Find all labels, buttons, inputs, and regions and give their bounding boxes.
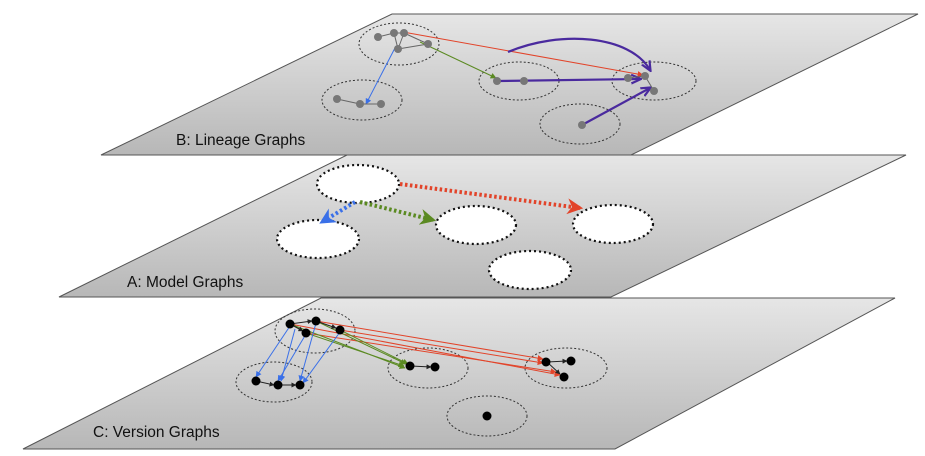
- lineage-node: [578, 121, 586, 129]
- model-nodes: [275, 163, 655, 291]
- plane-label-model: A: Model Graphs: [127, 274, 244, 291]
- version-node: [335, 325, 345, 335]
- lineage-nodes: [333, 29, 658, 129]
- lineage-node: [390, 29, 398, 37]
- lineage-node: [400, 29, 408, 37]
- version-node: [251, 376, 261, 386]
- model-node: [434, 204, 518, 246]
- version-edge-blue: [255, 325, 291, 378]
- version-edge-green: [339, 329, 409, 365]
- lineage-node: [493, 77, 501, 85]
- version-edges-blue: [255, 322, 341, 384]
- plane-lineage-graphs: B: Lineage Graphs: [100, 13, 919, 156]
- version-edge-blue: [298, 322, 317, 382]
- lineage-group: [358, 22, 440, 66]
- lineage-edge-green: [419, 41, 497, 79]
- version-node: [273, 380, 283, 390]
- version-group: [524, 347, 608, 389]
- version-group: [235, 361, 313, 403]
- version-edges-red: [289, 320, 561, 377]
- version-edge-red: [289, 323, 561, 377]
- lineage-edge-purple: [581, 88, 650, 126]
- lineage-node: [374, 33, 382, 41]
- model-edge-blue: [319, 200, 357, 224]
- lineage-edge-purple: [507, 37, 650, 70]
- model-node: [571, 203, 655, 245]
- lineage-node: [333, 95, 341, 103]
- version-group: [274, 308, 356, 354]
- version-group-outlines: [235, 308, 608, 437]
- version-edge-blue: [279, 328, 296, 382]
- lineage-edge-blue: [365, 45, 397, 105]
- model-node: [487, 249, 573, 291]
- lineage-node: [641, 72, 649, 80]
- version-node: [430, 362, 440, 372]
- lineage-node: [377, 100, 385, 108]
- lineage-group: [321, 79, 403, 121]
- version-group: [387, 347, 469, 389]
- lineage-local-edge: [397, 43, 429, 50]
- plane-version-graphs: C: Version Graphs: [22, 297, 896, 450]
- version-node: [285, 319, 295, 329]
- model-node: [275, 218, 361, 260]
- plane-c-surface: [22, 297, 896, 450]
- lineage-edge-red: [402, 31, 644, 78]
- version-node: [311, 316, 321, 326]
- plane-label-version: C: Version Graphs: [93, 424, 220, 441]
- version-edge-blue: [302, 331, 341, 384]
- version-node: [482, 411, 492, 421]
- lineage-local-edge: [403, 32, 429, 45]
- version-node: [295, 380, 305, 390]
- version-node: [566, 356, 576, 366]
- lineage-node: [650, 87, 658, 95]
- version-edge-red: [315, 320, 544, 362]
- plane-model-graphs: A: Model Graphs: [58, 154, 907, 298]
- version-nodes: [251, 316, 576, 421]
- version-node: [541, 357, 551, 367]
- lineage-node: [624, 74, 632, 82]
- version-node: [301, 328, 311, 338]
- lineage-node: [424, 40, 432, 48]
- lineage-group: [611, 61, 697, 101]
- lineage-node: [356, 100, 364, 108]
- lineage-node: [394, 45, 402, 53]
- version-edge-red: [305, 332, 557, 375]
- version-node: [559, 372, 569, 382]
- version-group: [446, 395, 528, 437]
- model-edge-red: [399, 182, 584, 215]
- version-edge-green: [305, 332, 405, 368]
- lineage-group: [539, 103, 621, 145]
- version-edge-red: [339, 329, 544, 366]
- plane-label-lineage: B: Lineage Graphs: [176, 132, 306, 149]
- lineage-node: [520, 77, 528, 85]
- model-node: [315, 163, 401, 205]
- version-node: [405, 361, 415, 371]
